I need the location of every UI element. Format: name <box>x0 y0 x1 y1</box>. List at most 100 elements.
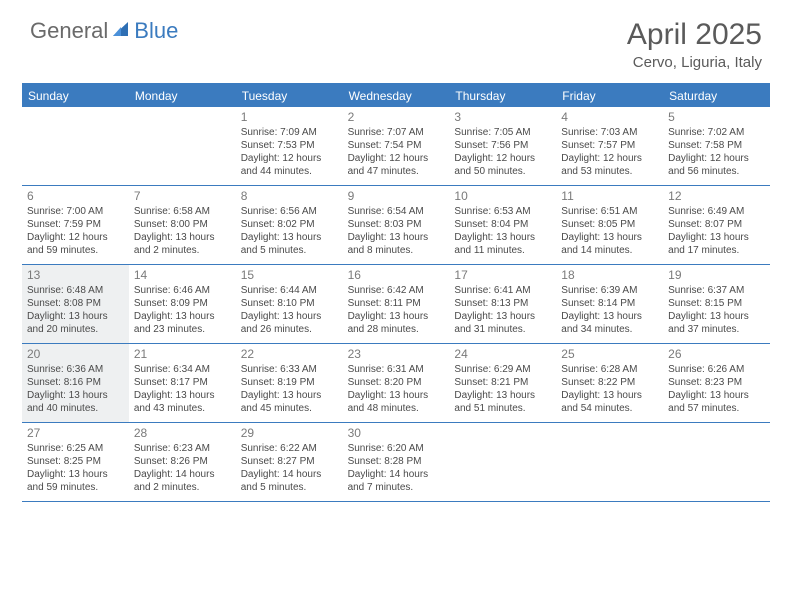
sunrise-text: Sunrise: 6:39 AM <box>561 285 658 298</box>
day-number: 15 <box>241 268 338 283</box>
logo-sail-icon <box>111 19 131 44</box>
sunrise-text: Sunrise: 6:31 AM <box>348 364 445 377</box>
day-number: 17 <box>454 268 551 283</box>
day-of-week: Saturday <box>663 85 770 107</box>
sunset-text: Sunset: 8:00 PM <box>134 219 231 232</box>
day-cell: 1Sunrise: 7:09 AMSunset: 7:53 PMDaylight… <box>236 107 343 185</box>
daylight-text: Daylight: 12 hours and 53 minutes. <box>561 153 658 179</box>
day-cell: 20Sunrise: 6:36 AMSunset: 8:16 PMDayligh… <box>22 344 129 422</box>
daylight-text: Daylight: 13 hours and 28 minutes. <box>348 311 445 337</box>
day-cell: 16Sunrise: 6:42 AMSunset: 8:11 PMDayligh… <box>343 265 450 343</box>
day-number: 9 <box>348 189 445 204</box>
day-cell: 29Sunrise: 6:22 AMSunset: 8:27 PMDayligh… <box>236 423 343 501</box>
sunset-text: Sunset: 8:21 PM <box>454 377 551 390</box>
logo: General Blue <box>30 18 178 44</box>
day-cell: 18Sunrise: 6:39 AMSunset: 8:14 PMDayligh… <box>556 265 663 343</box>
day-cell: 9Sunrise: 6:54 AMSunset: 8:03 PMDaylight… <box>343 186 450 264</box>
day-number: 21 <box>134 347 231 362</box>
sunrise-text: Sunrise: 6:48 AM <box>27 285 124 298</box>
sunset-text: Sunset: 8:10 PM <box>241 298 338 311</box>
empty-cell <box>663 423 770 501</box>
week-row: 27Sunrise: 6:25 AMSunset: 8:25 PMDayligh… <box>22 423 770 502</box>
week-row: 20 Sunrise: 6:36 AMSunset: 8:16 PM Dayligh… <box>22 344 770 423</box>
sunrise-text: Sunrise: 6:56 AM <box>241 206 338 219</box>
sunrise-text: Sunrise: 6:58 AM <box>134 206 231 219</box>
day-cell: 11Sunrise: 6:51 AMSunset: 8:05 PMDayligh… <box>556 186 663 264</box>
day-cell: 3Sunrise: 7:05 AMSunset: 7:56 PMDaylight… <box>449 107 556 185</box>
sunset-text: Sunset: 7:59 PM <box>27 219 124 232</box>
empty-cell <box>556 423 663 501</box>
day-of-week: Tuesday <box>236 85 343 107</box>
daylight-text: Daylight: 13 hours and 8 minutes. <box>348 232 445 258</box>
daylight-text: Daylight: 13 hours and 45 minutes. <box>241 390 338 416</box>
sunset-text: Sunset: 8:11 PM <box>348 298 445 311</box>
day-cell: 14Sunrise: 6:46 AMSunset: 8:09 PMDayligh… <box>129 265 236 343</box>
sunrise-text: Sunrise: 6:37 AM <box>668 285 765 298</box>
daylight-text: Daylight: 13 hours and 51 minutes. <box>454 390 551 416</box>
day-number: 4 <box>561 110 658 125</box>
sunrise-text: Sunrise: 6:23 AM <box>134 443 231 456</box>
daylight-text: Daylight: 13 hours and 34 minutes. <box>561 311 658 337</box>
sunrise-text: Sunrise: 6:33 AM <box>241 364 338 377</box>
sunset-text: Sunset: 7:53 PM <box>241 140 338 153</box>
day-number: 2 <box>348 110 445 125</box>
sunrise-text: Sunrise: 6:25 AM <box>27 443 124 456</box>
sunrise-text: Sunrise: 7:02 AM <box>668 127 765 140</box>
sunrise-text: Sunrise: 7:05 AM <box>454 127 551 140</box>
day-number: 20 <box>27 347 124 362</box>
day-cell: 26Sunrise: 6:26 AMSunset: 8:23 PMDayligh… <box>663 344 770 422</box>
day-number: 14 <box>134 268 231 283</box>
day-cell: 19Sunrise: 6:37 AMSunset: 8:15 PMDayligh… <box>663 265 770 343</box>
week-row: 6Sunrise: 7:00 AMSunset: 7:59 PMDaylight… <box>22 186 770 265</box>
daylight-text: Daylight: 13 hours and 23 minutes. <box>134 311 231 337</box>
daylight-text: Daylight: 13 hours and 17 minutes. <box>668 232 765 258</box>
sunset-text: Sunset: 7:56 PM <box>454 140 551 153</box>
sunrise-text: Sunrise: 6:29 AM <box>454 364 551 377</box>
day-cell: 4Sunrise: 7:03 AMSunset: 7:57 PMDaylight… <box>556 107 663 185</box>
sunset-text: Sunset: 8:16 PM <box>27 377 124 390</box>
day-number: 13 <box>27 268 124 283</box>
day-number: 11 <box>561 189 658 204</box>
sunset-text: Sunset: 8:13 PM <box>454 298 551 311</box>
day-number: 24 <box>454 347 551 362</box>
empty-cell <box>129 107 236 185</box>
sunrise-text: Sunrise: 6:46 AM <box>134 285 231 298</box>
sunset-text: Sunset: 8:23 PM <box>668 377 765 390</box>
sunrise-text: Sunrise: 6:51 AM <box>561 206 658 219</box>
sunset-text: Sunset: 8:26 PM <box>134 456 231 469</box>
day-cell: 28Sunrise: 6:23 AMSunset: 8:26 PMDayligh… <box>129 423 236 501</box>
daylight-text: Daylight: 14 hours and 2 minutes. <box>134 469 231 495</box>
daylight-text: Daylight: 13 hours and 2 minutes. <box>134 232 231 258</box>
day-cell: 22Sunrise: 6:33 AMSunset: 8:19 PMDayligh… <box>236 344 343 422</box>
sunset-text: Sunset: 8:25 PM <box>27 456 124 469</box>
location: Cervo, Liguria, Italy <box>627 54 762 71</box>
calendar: SundayMondayTuesdayWednesdayThursdayFrid… <box>22 83 770 502</box>
day-of-week: Thursday <box>449 85 556 107</box>
month-title: April 2025 <box>627 18 762 52</box>
sunrise-text: Sunrise: 6:49 AM <box>668 206 765 219</box>
day-cell: 21Sunrise: 6:34 AMSunset: 8:17 PMDayligh… <box>129 344 236 422</box>
day-number: 10 <box>454 189 551 204</box>
day-of-week-row: SundayMondayTuesdayWednesdayThursdayFrid… <box>22 85 770 107</box>
day-cell: 13Sunrise: 6:48 AMSunset: 8:08 PMDayligh… <box>22 265 129 343</box>
day-cell: 10Sunrise: 6:53 AMSunset: 8:04 PMDayligh… <box>449 186 556 264</box>
sunset-text: Sunset: 8:22 PM <box>561 377 658 390</box>
day-number: 26 <box>668 347 765 362</box>
day-number: 6 <box>27 189 124 204</box>
daylight-text: Daylight: 13 hours and 37 minutes. <box>668 311 765 337</box>
sunrise-text: Sunrise: 7:07 AM <box>348 127 445 140</box>
daylight-text: Daylight: 14 hours and 5 minutes. <box>241 469 338 495</box>
week-row: 13 Sunrise: 6:48 AMSunset: 8:08 PM Dayligh… <box>22 265 770 344</box>
day-cell: 17Sunrise: 6:41 AMSunset: 8:13 PMDayligh… <box>449 265 556 343</box>
day-cell: 12Sunrise: 6:49 AMSunset: 8:07 PMDayligh… <box>663 186 770 264</box>
sunrise-text: Sunrise: 6:22 AM <box>241 443 338 456</box>
sunrise-text: Sunrise: 6:53 AM <box>454 206 551 219</box>
sunset-text: Sunset: 8:08 PM <box>27 298 124 311</box>
day-number: 30 <box>348 426 445 441</box>
sunrise-text: Sunrise: 6:20 AM <box>348 443 445 456</box>
day-number: 25 <box>561 347 658 362</box>
daylight-text: Daylight: 13 hours and 59 minutes. <box>27 469 124 495</box>
sunrise-text: Sunrise: 6:26 AM <box>668 364 765 377</box>
daylight-text: Daylight: 13 hours and 43 minutes. <box>134 390 231 416</box>
sunrise-text: Sunrise: 6:36 AM <box>27 364 124 377</box>
